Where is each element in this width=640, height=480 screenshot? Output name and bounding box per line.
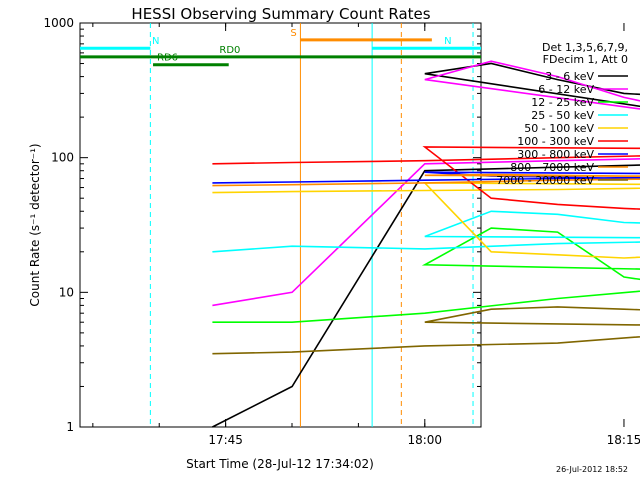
flag-label: N bbox=[444, 36, 451, 47]
y-axis: 1 10 100 1000 bbox=[43, 16, 481, 434]
series-line bbox=[212, 62, 640, 428]
series-line bbox=[212, 306, 640, 355]
legend-entry-label: 300 - 800 keV bbox=[517, 148, 594, 161]
series-line bbox=[212, 60, 640, 307]
plot-frame bbox=[79, 22, 482, 428]
flag-bars: N N S RD0 RD6 bbox=[80, 28, 481, 67]
flag-label: N bbox=[152, 36, 159, 47]
y-tick-label: 1 bbox=[66, 420, 74, 434]
x-tick-label: 18:15 bbox=[607, 433, 640, 447]
y-tick-label: 1000 bbox=[43, 16, 74, 30]
legend: Det 1,3,5,6,7,9, FDecim 1, Att 0 3 - 6 k… bbox=[496, 41, 628, 187]
legend-entry-label: 800 - 7000 keV bbox=[510, 161, 594, 174]
flag-label: RD6 bbox=[157, 53, 178, 64]
series-line bbox=[212, 171, 640, 184]
footer-timestamp: 26-Jul-2012 18:52 bbox=[555, 465, 628, 474]
y-tick-label: 10 bbox=[59, 285, 74, 299]
series-line bbox=[212, 227, 640, 323]
legend-entry-label: 3 - 6 keV bbox=[545, 70, 594, 83]
legend-entry-label: 25 - 50 keV bbox=[531, 109, 594, 122]
x-tick-label: 18:00 bbox=[407, 433, 442, 447]
flag-label: S bbox=[290, 28, 296, 39]
x-tick-label: 17:45 bbox=[208, 433, 243, 447]
legend-header-line2: FDecim 1, Att 0 bbox=[543, 53, 628, 66]
chart-title: HESSI Observing Summary Count Rates bbox=[131, 5, 430, 23]
attenuator-decimation-lines bbox=[149, 23, 474, 427]
y-axis-label: Count Rate (s⁻¹ detector⁻¹) bbox=[28, 143, 42, 306]
y-tick-label: 100 bbox=[51, 151, 74, 165]
legend-entry-label: 7000 - 20000 keV bbox=[496, 174, 594, 187]
series-line bbox=[212, 210, 640, 253]
series-line bbox=[212, 173, 640, 187]
legend-header-line1: Det 1,3,5,6,7,9, bbox=[542, 41, 628, 54]
legend-entry-label: 12 - 25 keV bbox=[531, 96, 594, 109]
flag-label: RD0 bbox=[219, 45, 240, 56]
series-line bbox=[212, 146, 640, 210]
legend-entry-label: 6 - 12 keV bbox=[538, 83, 594, 96]
series-lines bbox=[212, 60, 640, 428]
legend-entry-label: 100 - 300 keV bbox=[517, 135, 594, 148]
x-axis-label: Start Time (28-Jul-12 17:34:02) bbox=[186, 457, 374, 471]
legend-entry-label: 50 - 100 keV bbox=[524, 122, 594, 135]
